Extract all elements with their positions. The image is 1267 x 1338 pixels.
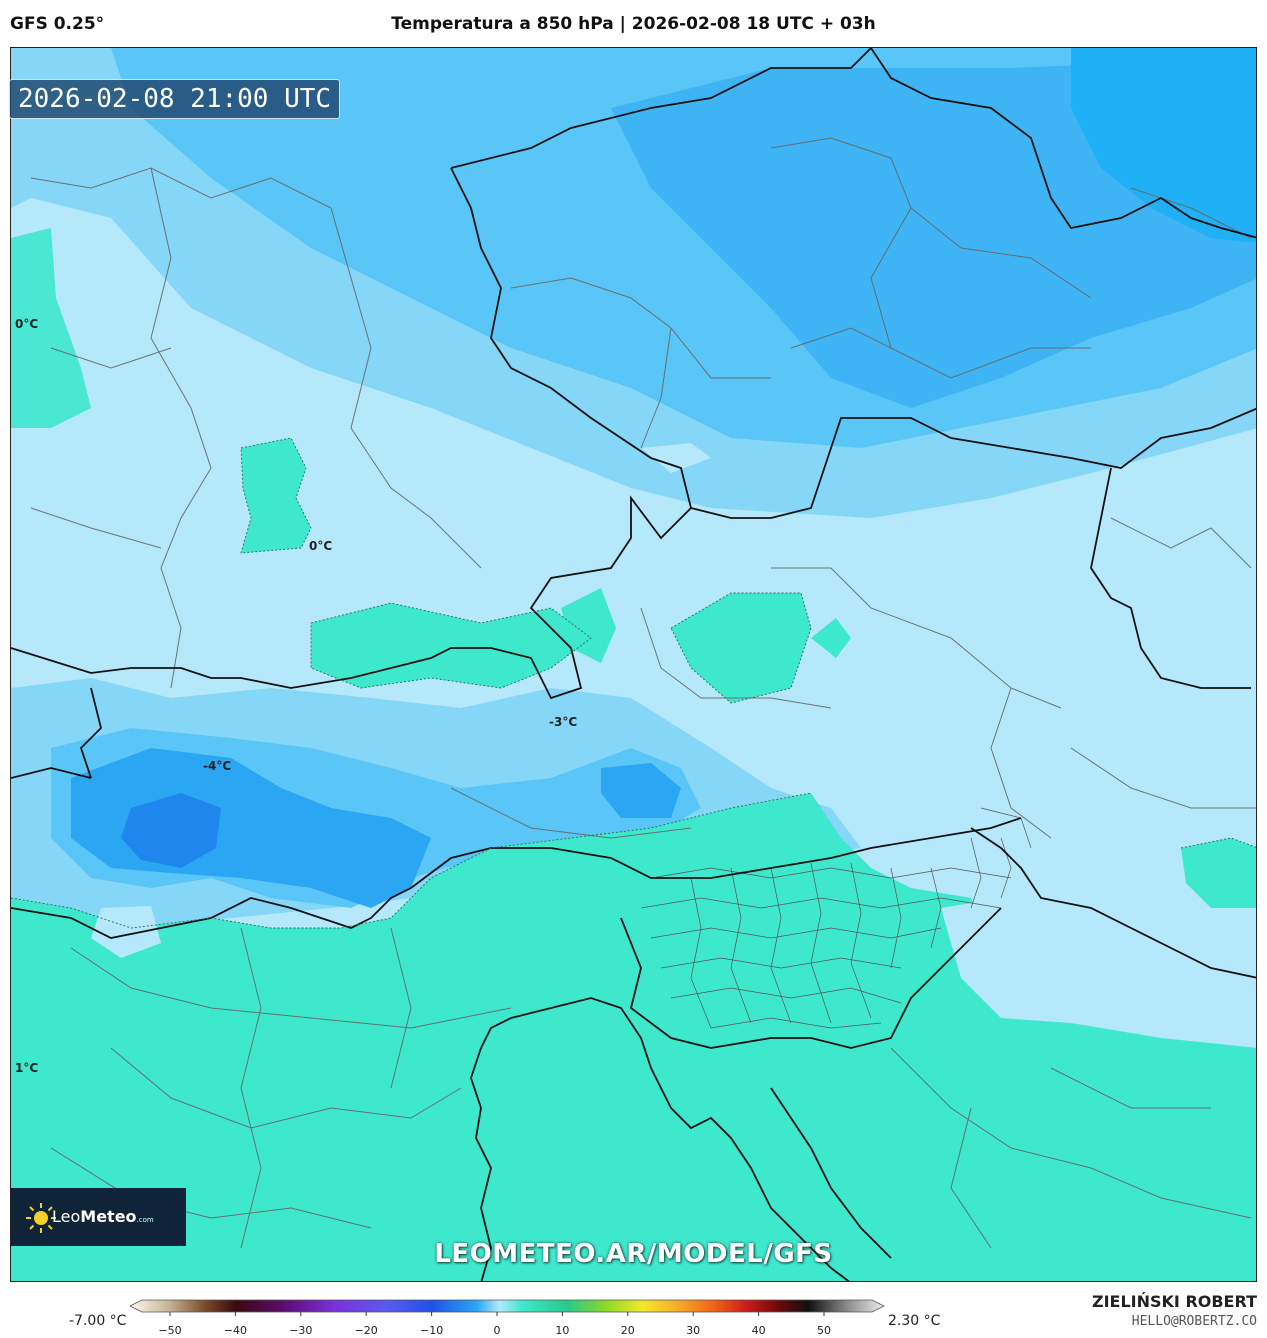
map-title: Temperatura a 850 hPa | 2026-02-08 18 UT…	[391, 14, 876, 34]
colorbar-tick-label: 30	[686, 1324, 700, 1337]
colorbar-tick-label: −30	[289, 1324, 312, 1337]
logo-suffix: .com	[136, 1216, 154, 1224]
colorbar-tick-label: −40	[224, 1324, 247, 1337]
colorbar-ticks: −50 −40 −30 −20 −10 0 10 20 30 40 50	[158, 1312, 831, 1337]
region-cold-far-northeast	[1071, 48, 1256, 243]
contour-label-1c: 1°C	[15, 1061, 38, 1075]
warm-patch-bavaria	[311, 603, 591, 688]
temperature-map: 0°C 0°C -3°C -4°C 1°C	[11, 48, 1256, 1281]
region-very-cold-east-alps	[601, 763, 681, 818]
region-near-zero-southeast	[941, 898, 1256, 1048]
tiny-patch	[211, 263, 226, 283]
light-patch-ne	[1011, 533, 1061, 568]
admin-boundaries	[30, 137, 1256, 1249]
colorbar: −50 −40 −30 −20 −10 0 10 20 30 40 50	[130, 1299, 885, 1337]
model-name: GFS 0.25°	[10, 14, 105, 34]
warm-patch-south-bavaria	[561, 588, 616, 663]
region-cold-core	[121, 793, 221, 868]
colorbar-gradient	[130, 1299, 885, 1313]
colorbar-tick-label: 10	[555, 1324, 569, 1337]
national-borders	[11, 48, 1256, 1281]
colorbar-max-label: 2.30 °C	[888, 1313, 941, 1329]
warm-patch-west	[241, 438, 311, 553]
colorbar-tick-label: −10	[420, 1324, 443, 1337]
valid-time-badge: 2026-02-08 21:00 UTC	[9, 79, 341, 119]
warm-patch-austria	[671, 593, 811, 703]
light-patch-southwest	[91, 906, 161, 958]
colorbar-tick-label: 40	[752, 1324, 766, 1337]
colorbar-tick-label: −50	[158, 1324, 181, 1337]
model-url-watermark: LEOMETEO.AR/MODEL/GFS	[434, 1239, 833, 1269]
colorbar-tick-label: 0	[494, 1324, 501, 1337]
warm-patch-east	[1181, 838, 1256, 908]
leometeo-logo	[11, 1188, 186, 1246]
colorbar-tick-label: 20	[621, 1324, 635, 1337]
contour-label-minus4c: -4°C	[203, 759, 231, 773]
contour-label-0c-center: 0°C	[309, 539, 332, 553]
warm-patch-small	[811, 618, 851, 658]
colorbar-tick-label: −20	[355, 1324, 378, 1337]
region-very-cold-alps	[71, 748, 431, 908]
contour-label-minus3c: -3°C	[549, 715, 577, 729]
contour-label-0c-west: 0°C	[15, 317, 38, 331]
warm-patch-far-west	[11, 228, 91, 428]
light-patch-north	[641, 443, 711, 473]
map-frame: 0°C 0°C -3°C -4°C 1°C	[10, 47, 1257, 1282]
colorbar-tick-label: 50	[817, 1324, 831, 1337]
logo-brand-bold: Meteo	[80, 1207, 137, 1226]
author-credit: ZIELIŃSKI ROBERT	[1091, 1292, 1257, 1311]
logo-wordmark: LeoMeteo.com	[52, 1207, 154, 1226]
colorbar-min-label: -7.00 °C	[69, 1313, 127, 1329]
sun-icon	[26, 1203, 56, 1233]
author-email: HELLO@ROBERTZ.CO	[1131, 1314, 1257, 1329]
contour-lines	[11, 437, 1256, 929]
logo-brand-light: Leo	[52, 1207, 81, 1226]
